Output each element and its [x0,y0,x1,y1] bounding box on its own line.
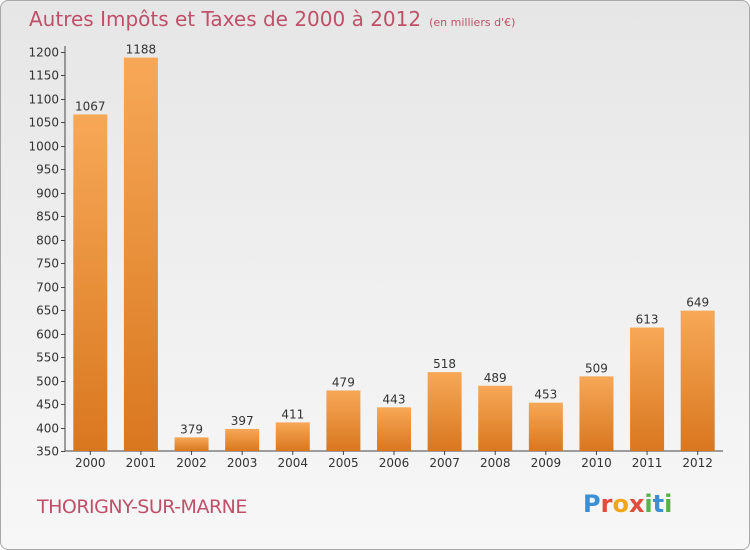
bar-2000 [73,114,108,451]
chart-title-text: Autres Impôts et Taxes de 2000 à 2012 [29,7,422,31]
bar-2008 [478,385,513,451]
y-tick-label: 900 [36,187,59,201]
data-label: 489 [484,371,507,385]
bar-2004 [275,422,310,451]
data-label: 649 [686,296,709,310]
logo-letter: r [600,490,613,518]
logo-letter: P [583,490,601,518]
bar-2006 [377,407,411,451]
y-tick-label: 700 [36,281,59,295]
x-tick-label: 2000 [75,456,106,470]
bar-2003 [225,428,260,451]
y-tick-label: 1050 [28,116,59,130]
x-tick-label: 2001 [126,456,157,470]
y-tick-label: 750 [36,257,59,271]
x-tick-label: 2006 [379,456,410,470]
data-label: 397 [231,414,254,428]
data-label: 1067 [75,99,106,113]
y-tick-label: 400 [36,422,59,436]
bar-2002 [174,437,209,451]
x-tick-label: 2007 [429,456,460,470]
y-tick-label: 950 [36,163,59,177]
commune-name: THORIGNY-SUR-MARNE [37,496,247,518]
y-tick-label: 550 [36,351,59,365]
data-label: 479 [332,375,355,389]
y-tick-label: 1100 [28,93,59,107]
proxiti-logo: Proxiti [583,490,672,518]
logo-letter: o [612,490,629,518]
y-tick-label: 350 [36,445,59,459]
logo-letter: x [628,490,645,518]
x-tick-label: 2012 [682,456,713,470]
bar-2011 [630,327,665,451]
logo-letter: t [652,490,665,518]
data-label: 509 [585,361,608,375]
x-tick-label: 2009 [531,456,562,470]
y-tick-label: 600 [36,328,59,342]
logo-letter: i [644,490,653,518]
data-label: 379 [180,422,203,436]
x-tick-label: 2005 [328,456,359,470]
x-tick-label: 2010 [581,456,612,470]
chart-unit: (en milliers d'€) [429,16,516,29]
data-label: 453 [534,388,557,402]
bar-2001 [123,57,158,452]
data-label: 613 [636,313,659,327]
y-tick-label: 800 [36,234,59,248]
y-tick-label: 1200 [28,46,59,60]
y-tick-label: 450 [36,398,59,412]
x-tick-label: 2008 [480,456,511,470]
y-tick-label: 1150 [28,69,59,83]
data-label: 1188 [126,43,157,57]
bar-2009 [528,402,563,451]
data-label: 443 [383,392,406,406]
y-tick-label: 850 [36,210,59,224]
x-tick-label: 2004 [277,456,308,470]
chart-title: Autres Impôts et Taxes de 2000 à 2012 (en… [29,7,515,31]
y-tick-label: 650 [36,304,59,318]
bar-2005 [326,390,361,451]
bar-2010 [579,376,614,451]
y-tick-label: 500 [36,375,59,389]
data-label: 411 [281,407,304,421]
data-label: 518 [433,357,456,371]
bar-2012 [680,310,715,451]
bar-2007 [427,372,462,451]
logo-letter: i [664,490,673,518]
y-tick-label: 1000 [28,140,59,154]
x-tick-label: 2011 [632,456,663,470]
x-tick-label: 2002 [176,456,207,470]
x-tick-label: 2003 [227,456,258,470]
